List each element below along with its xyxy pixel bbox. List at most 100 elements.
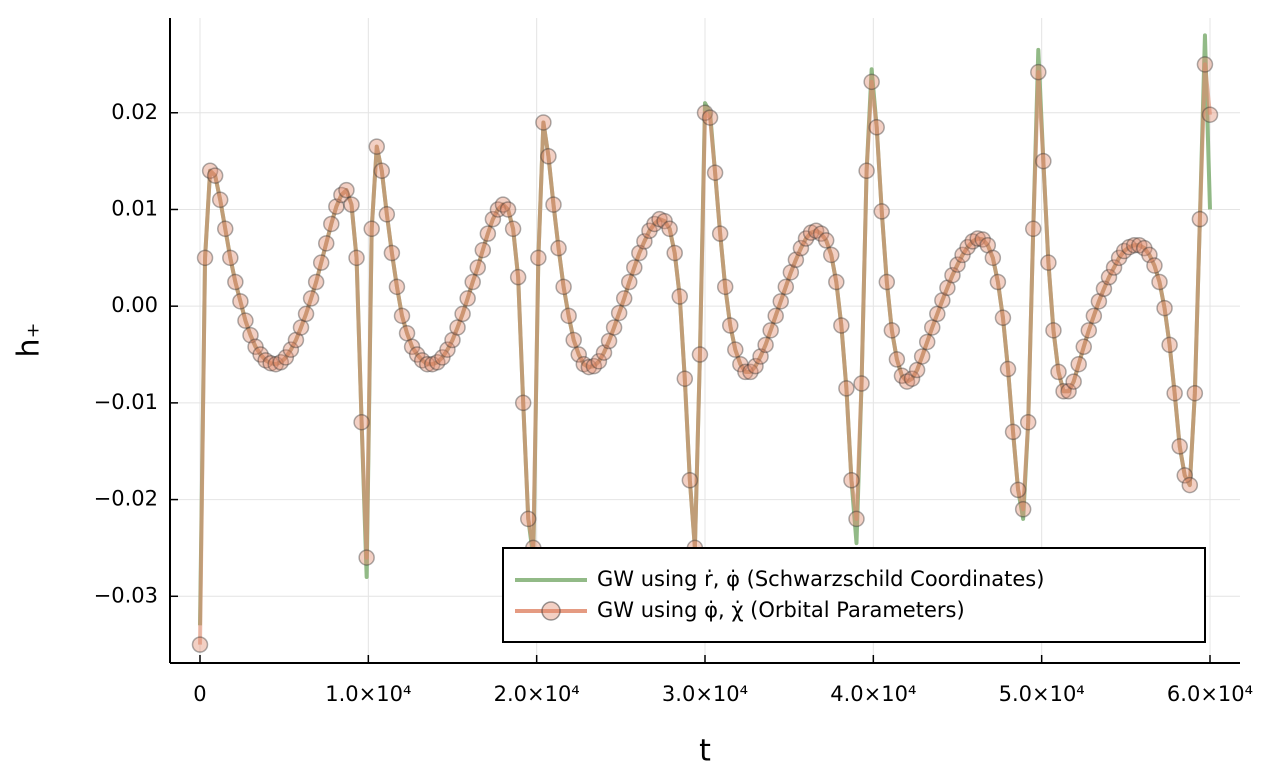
data-point: [282, 341, 300, 358]
data-point: [206, 167, 224, 184]
data-point: [535, 114, 552, 131]
data-point: [328, 198, 345, 215]
data-point: [1065, 373, 1082, 390]
data-point: [989, 273, 1007, 291]
data-point: [398, 324, 416, 342]
data-point: [363, 220, 380, 238]
data-point: [570, 346, 587, 363]
data-point: [257, 352, 274, 369]
data-point: [287, 331, 305, 349]
data-point: [590, 353, 608, 370]
data-point: [413, 352, 431, 369]
y-tick-label: −0.02: [94, 487, 158, 511]
data-point: [474, 241, 492, 259]
x-tick-label: 4.0×10⁴: [830, 682, 916, 706]
data-point: [550, 239, 567, 257]
data-point: [237, 312, 254, 329]
data-point: [232, 293, 249, 310]
data-point: [893, 367, 911, 385]
data-point: [722, 317, 739, 334]
data-point: [1161, 336, 1178, 354]
data-point: [1151, 273, 1168, 291]
data-point: [1176, 467, 1194, 484]
x-tick-label: 5.0×10⁴: [999, 682, 1085, 706]
data-point: [196, 249, 214, 267]
data-point: [868, 119, 885, 136]
data-point: [277, 349, 295, 366]
data-point: [1014, 500, 1032, 518]
data-point: [1105, 259, 1123, 276]
data-point: [489, 201, 507, 218]
data-point: [833, 317, 850, 334]
data-point: [504, 220, 522, 238]
data-point: [1146, 257, 1163, 274]
data-point: [307, 273, 325, 291]
data-point: [817, 232, 835, 249]
data-point: [434, 349, 451, 366]
data-point: [312, 254, 330, 271]
data-point: [979, 236, 997, 254]
data-point: [464, 273, 481, 291]
data-point: [1126, 236, 1143, 254]
data-point: [247, 338, 264, 356]
data-point: [610, 304, 628, 322]
data-point: [227, 273, 244, 291]
data-point: [514, 394, 532, 412]
data-point: [681, 471, 699, 489]
y-axis-label: h₊: [12, 323, 47, 358]
x-tick-label: 1.0×10⁴: [325, 682, 411, 706]
x-tick-label: 0: [193, 682, 206, 706]
data-point: [1110, 249, 1128, 267]
data-point: [302, 290, 320, 307]
data-point: [494, 196, 512, 213]
data-point: [863, 73, 880, 91]
data-point: [555, 278, 572, 296]
data-point: [424, 355, 441, 373]
data-point: [631, 244, 648, 262]
data-point: [252, 346, 269, 363]
data-point: [585, 357, 603, 375]
data-point: [848, 510, 865, 528]
data-point: [853, 375, 870, 392]
y-tick-label: 0.02: [111, 100, 158, 124]
x-axis-label: t: [699, 734, 711, 769]
data-point: [383, 244, 401, 262]
plot-area: [191, 33, 1219, 653]
data-point: [924, 319, 941, 336]
data-point: [651, 210, 668, 228]
data-point: [459, 290, 476, 307]
data-point: [1030, 63, 1047, 81]
data-point: [323, 215, 340, 233]
x-tick-label: 2.0×10⁴: [494, 682, 580, 706]
data-point: [706, 164, 724, 181]
data-point: [858, 162, 875, 180]
data-point: [934, 292, 951, 309]
data-point: [964, 233, 981, 250]
data-point: [191, 636, 209, 653]
data-point: [1181, 476, 1199, 494]
data-point: [393, 307, 411, 325]
y-tick-label: 0.01: [111, 196, 158, 220]
data-point: [1136, 239, 1153, 257]
data-point: [403, 338, 421, 356]
data-point: [545, 196, 562, 213]
data-point: [560, 307, 577, 325]
data-point: [1050, 363, 1067, 381]
data-point: [883, 322, 901, 339]
data-point: [843, 471, 860, 489]
legend-label: GW using φ̇, χ̇ (Orbital Parameters): [597, 598, 965, 622]
data-point: [908, 361, 926, 379]
data-point: [1156, 299, 1173, 317]
data-point: [454, 305, 471, 323]
data-point: [747, 357, 764, 375]
data-point: [1196, 56, 1214, 73]
legend-box: [502, 547, 1206, 643]
data-point: [671, 288, 688, 305]
data-point: [1131, 236, 1148, 254]
data-point: [727, 341, 744, 358]
data-point: [358, 549, 375, 566]
data-point: [994, 309, 1012, 327]
data-point: [575, 355, 593, 373]
data-point: [222, 249, 239, 267]
